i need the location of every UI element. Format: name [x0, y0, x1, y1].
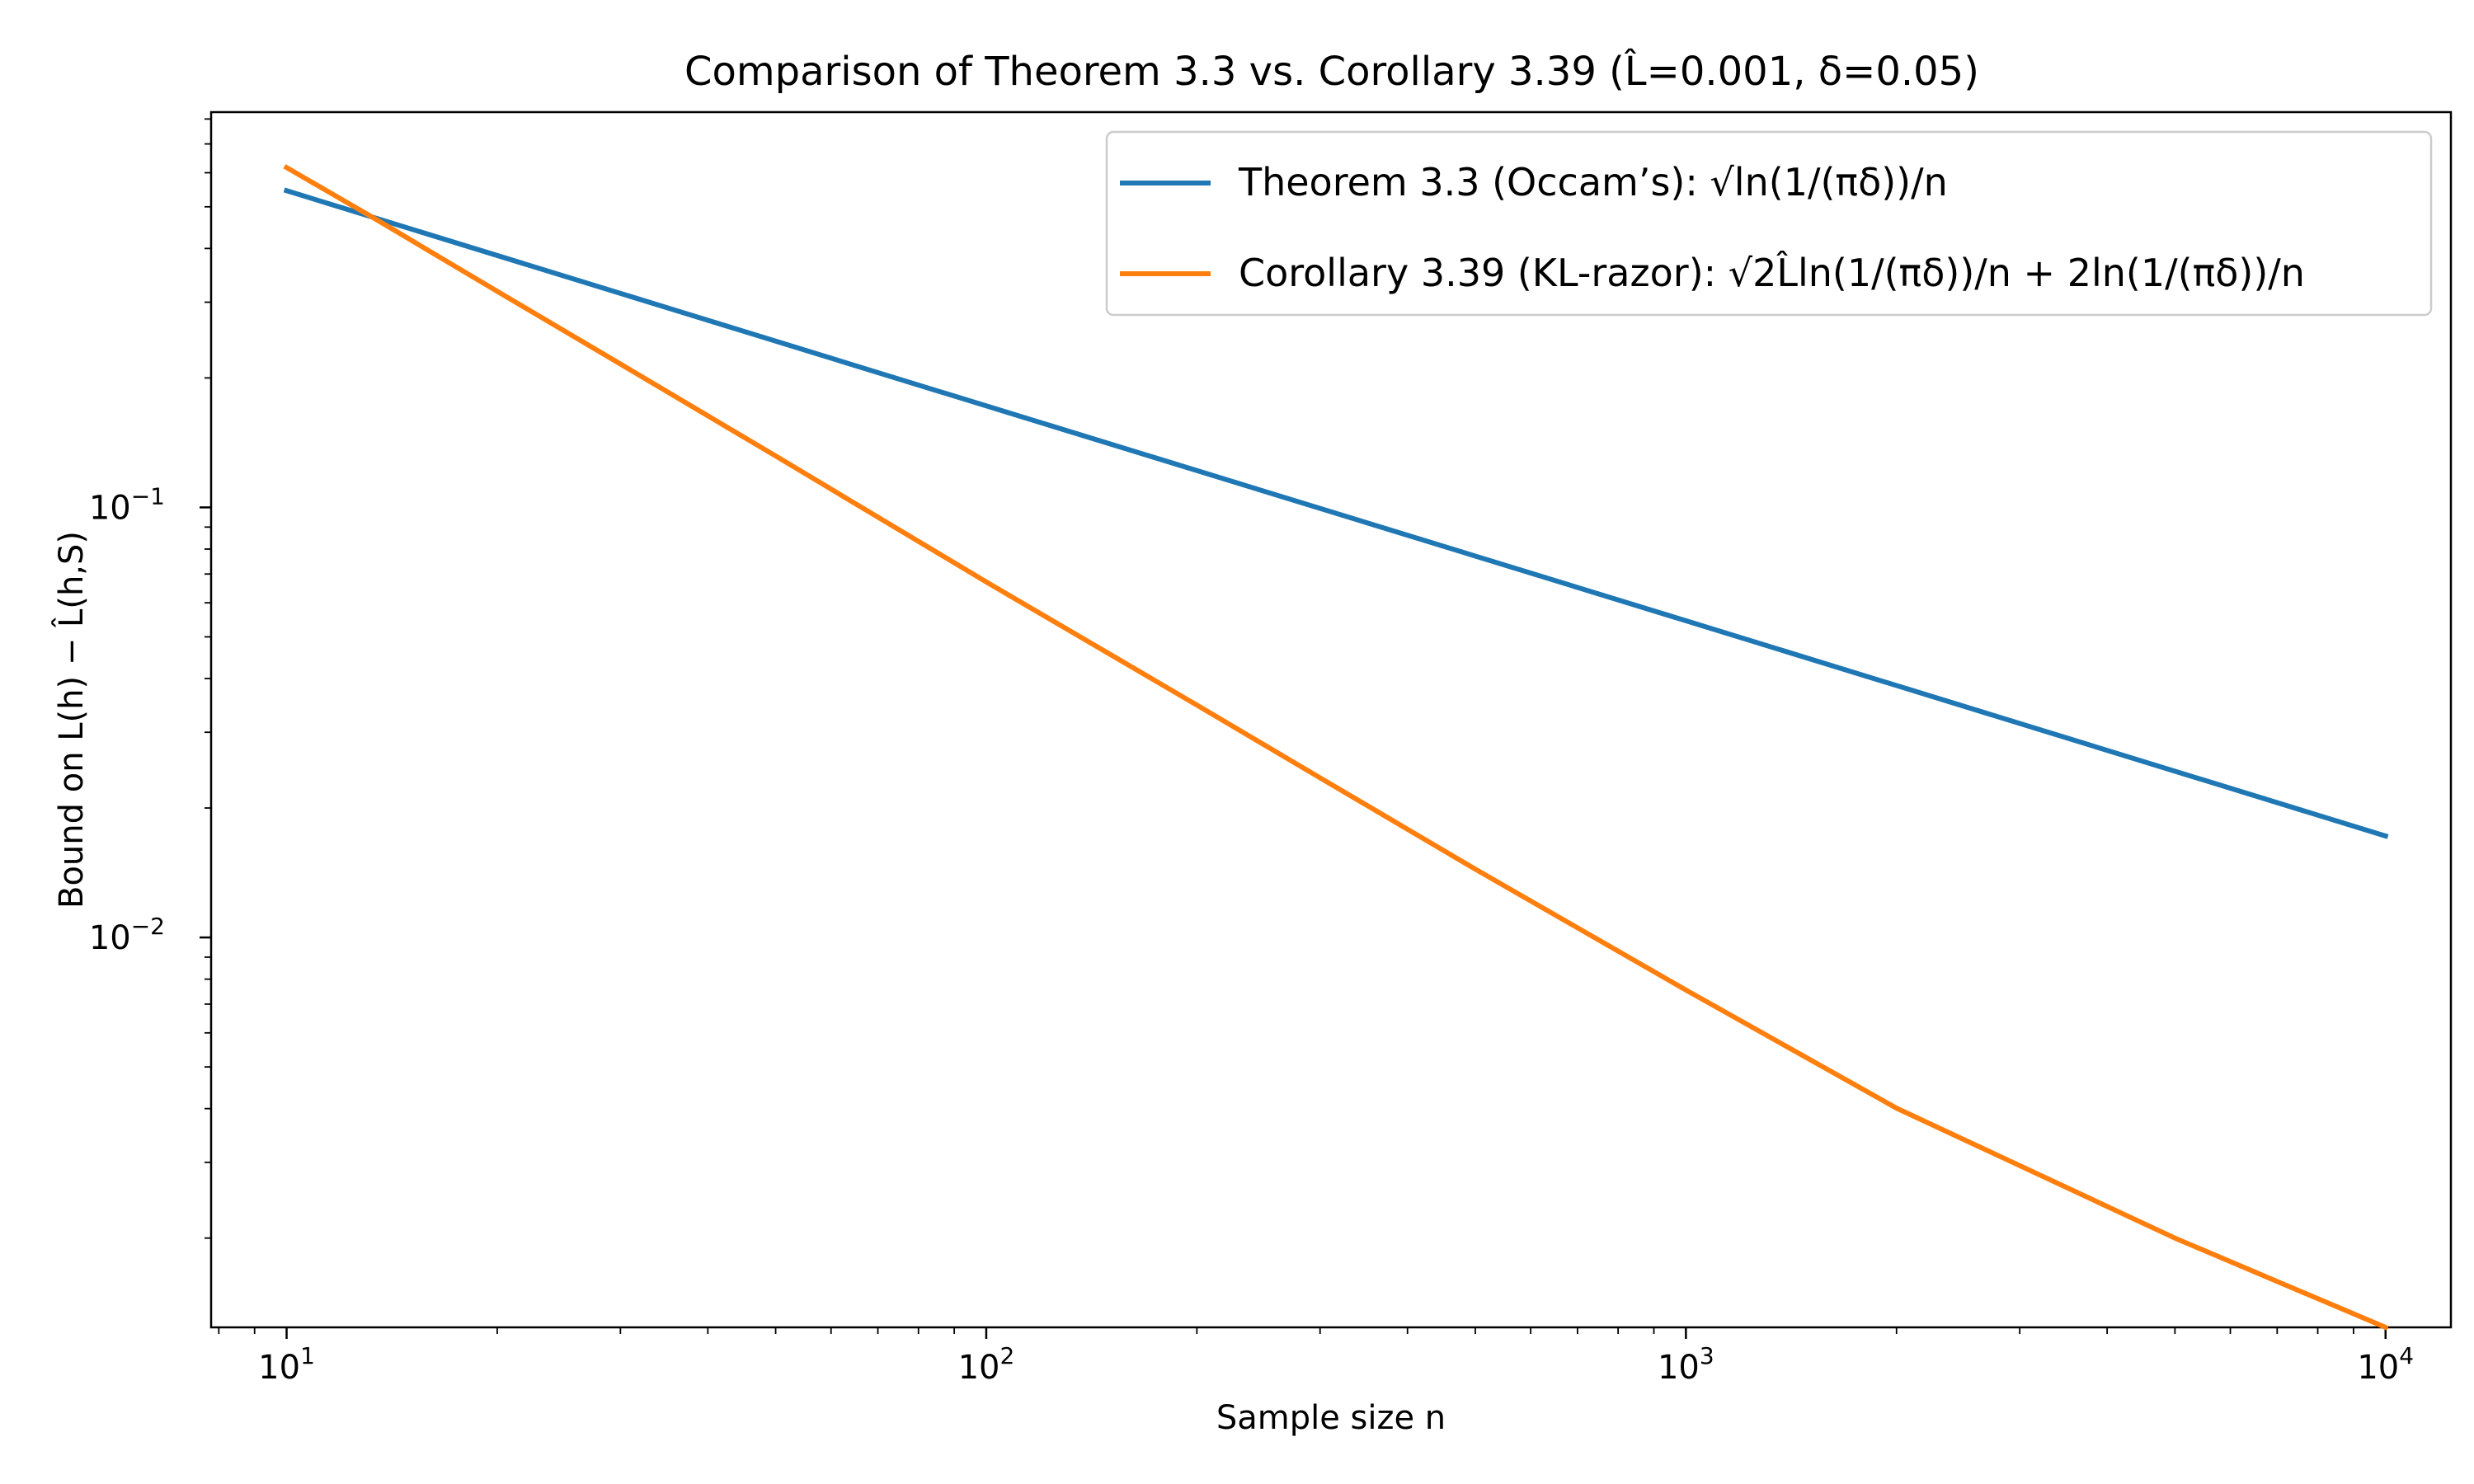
legend-label-corollary: Corollary 3.39 (KL-razor): √2L̂ln(1/(πδ)…: [1239, 251, 2305, 295]
chart-title: Comparison of Theorem 3.3 vs. Corollary …: [684, 47, 1979, 95]
series-lines: [283, 164, 2389, 1331]
legend-label-theorem: Theorem 3.3 (Occam’s): √ln(1/(πδ))/n: [1238, 160, 1948, 204]
y-axis-label: Bound on L(h) − L̂(h,S): [51, 531, 91, 909]
legend: Theorem 3.3 (Occam’s): √ln(1/(πδ))/n Cor…: [1105, 130, 2433, 317]
legend-box: [1105, 130, 2433, 317]
x-axis-ticks: 101 102 103 104: [218, 1327, 2414, 1387]
series-line-corollary-3-39: [283, 164, 2389, 1331]
x-axis-label: Sample size n: [1216, 1399, 1446, 1437]
series-line-theorem-3-3: [283, 187, 2389, 839]
plot-area-frame: [209, 110, 2453, 1329]
